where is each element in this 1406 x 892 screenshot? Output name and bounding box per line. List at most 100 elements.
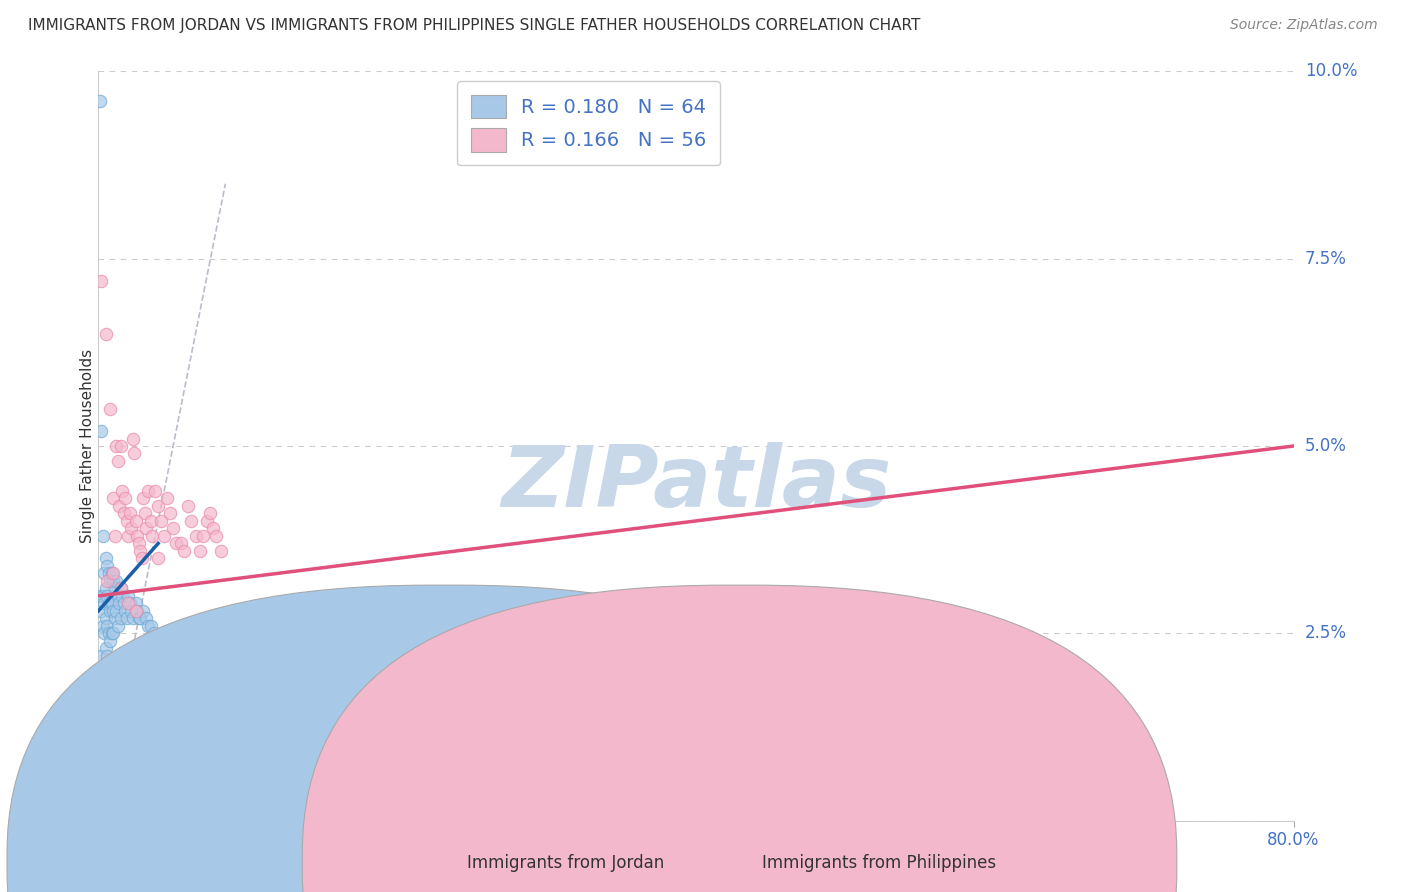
Point [108, 499, 131, 513]
Point [97, 596, 120, 610]
Point [89, 664, 111, 678]
Point [127, 529, 149, 543]
Point [120, 604, 142, 618]
Point [112, 596, 135, 610]
Point [136, 483, 159, 498]
Text: IMMIGRANTS FROM JORDAN VS IMMIGRANTS FROM PHILIPPINES SINGLE FATHER HOUSEHOLDS C: IMMIGRANTS FROM JORDAN VS IMMIGRANTS FRO… [28, 18, 921, 33]
Point [98, 401, 122, 416]
Point [91, 619, 114, 633]
Text: Immigrants from Philippines: Immigrants from Philippines [762, 854, 997, 871]
Point [115, 514, 138, 528]
Point [90, 424, 112, 438]
Point [197, 514, 219, 528]
Point [117, 589, 139, 603]
Point [90, 274, 112, 288]
Point [94, 641, 117, 656]
Point [96, 648, 118, 663]
Legend: R = 0.180   N = 64, R = 0.166   N = 56: R = 0.180 N = 64, R = 0.166 N = 56 [457, 81, 720, 166]
Text: Source: ZipAtlas.com: Source: ZipAtlas.com [1230, 18, 1378, 32]
Point [129, 611, 152, 625]
Point [98, 574, 122, 588]
Point [169, 536, 191, 550]
Point [110, 611, 132, 625]
Point [96, 558, 118, 573]
Point [105, 439, 128, 453]
Point [103, 657, 125, 671]
Point [191, 529, 214, 543]
Y-axis label: Single Father Households: Single Father Households [80, 349, 94, 543]
Point [121, 611, 143, 625]
Point [91, 589, 114, 603]
Point [108, 596, 131, 610]
Point [156, 491, 179, 506]
Point [124, 446, 146, 460]
Point [103, 491, 125, 506]
Point [205, 529, 228, 543]
Point [136, 619, 159, 633]
Text: ZIPatlas: ZIPatlas [501, 442, 891, 525]
Point [107, 589, 129, 603]
Point [110, 582, 132, 596]
Point [141, 529, 163, 543]
Point [107, 619, 129, 633]
Point [96, 619, 118, 633]
Point [177, 648, 200, 663]
Point [103, 566, 125, 581]
Point [97, 566, 120, 581]
Point [139, 514, 162, 528]
Point [139, 619, 162, 633]
Point [105, 604, 128, 618]
Point [90, 648, 112, 663]
Point [103, 574, 125, 588]
Point [93, 566, 115, 581]
Point [128, 611, 150, 625]
Point [173, 544, 195, 558]
Point [127, 604, 149, 618]
Point [98, 604, 122, 618]
Point [89, 589, 111, 603]
Point [209, 544, 232, 558]
Point [107, 454, 129, 468]
Point [94, 326, 117, 341]
Text: 7.5%: 7.5% [1305, 250, 1347, 268]
Point [97, 626, 120, 640]
Point [94, 582, 117, 596]
Point [89, 95, 111, 109]
Point [117, 596, 139, 610]
Point [180, 514, 202, 528]
Point [132, 604, 155, 618]
Point [110, 439, 132, 453]
Point [90, 604, 112, 618]
Point [93, 664, 115, 678]
Point [135, 521, 157, 535]
Point [91, 664, 114, 678]
Point [153, 529, 176, 543]
Point [129, 544, 152, 558]
Point [112, 507, 135, 521]
Point [150, 514, 173, 528]
Point [143, 483, 166, 498]
Point [105, 574, 128, 588]
Point [103, 626, 125, 640]
Point [148, 551, 170, 566]
Point [118, 596, 141, 610]
Point [121, 432, 143, 446]
Point [111, 483, 134, 498]
Point [131, 551, 153, 566]
Point [93, 626, 115, 640]
Point [134, 507, 156, 521]
Point [101, 626, 124, 640]
Point [94, 671, 117, 685]
Point [101, 566, 124, 581]
Point [148, 499, 170, 513]
Point [111, 589, 134, 603]
Point [104, 611, 127, 625]
Point [98, 633, 122, 648]
Point [115, 611, 138, 625]
Point [125, 604, 148, 618]
Point [96, 589, 118, 603]
Point [89, 701, 111, 715]
Point [118, 507, 141, 521]
Point [104, 582, 127, 596]
Point [93, 596, 115, 610]
